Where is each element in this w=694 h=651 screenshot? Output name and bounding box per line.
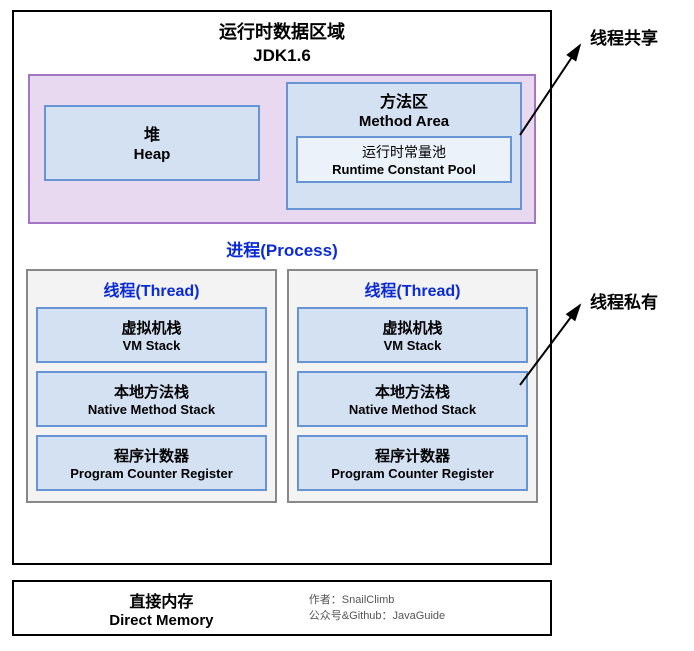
thread-title-1: 线程(Thread) (36, 277, 267, 301)
credit-line-1: 作者：SnailClimb (309, 592, 445, 609)
method-area-en: Method Area (288, 113, 520, 130)
threads-row: 线程(Thread) 虚拟机栈 VM Stack 本地方法栈 Native Me… (26, 269, 538, 503)
direct-memory-label: 直接内存 Direct Memory (14, 588, 309, 629)
heap-label-en: Heap (46, 146, 258, 163)
vm-stack-cn-1: 虚拟机栈 (40, 317, 263, 338)
pc-register-box-2: 程序计数器 Program Counter Register (297, 435, 528, 491)
vm-stack-box-1: 虚拟机栈 VM Stack (36, 307, 267, 363)
native-cn-1: 本地方法栈 (40, 381, 263, 402)
runtime-data-area-container: 运行时数据区域 JDK1.6 堆 Heap 方法区 Method Area 运行… (12, 10, 552, 565)
pool-cn: 运行时常量池 (300, 142, 508, 162)
main-title-cn: 运行时数据区域 (14, 18, 550, 44)
credit-line-2: 公众号&Github：JavaGuide (309, 608, 445, 625)
pc-register-box-1: 程序计数器 Program Counter Register (36, 435, 267, 491)
main-title-en: JDK1.6 (14, 46, 550, 66)
method-area-box: 方法区 Method Area 运行时常量池 Runtime Constant … (286, 82, 522, 210)
annotation-shared: 线程共享 (590, 24, 658, 49)
direct-memory-en: Direct Memory (14, 612, 309, 629)
method-area-cn: 方法区 (288, 88, 520, 112)
pc-cn-2: 程序计数器 (301, 445, 524, 466)
vm-stack-en-1: VM Stack (40, 338, 263, 353)
pc-en-2: Program Counter Register (301, 466, 524, 481)
credit-block: 作者：SnailClimb 公众号&Github：JavaGuide (309, 592, 445, 625)
pc-en-1: Program Counter Register (40, 466, 263, 481)
native-cn-2: 本地方法栈 (301, 381, 524, 402)
arrow-shared (520, 40, 600, 140)
thread-shared-area: 堆 Heap 方法区 Method Area 运行时常量池 Runtime Co… (28, 74, 536, 224)
runtime-constant-pool-box: 运行时常量池 Runtime Constant Pool (296, 136, 512, 183)
direct-memory-cn: 直接内存 (14, 588, 309, 612)
pc-cn-1: 程序计数器 (40, 445, 263, 466)
heap-label-cn: 堆 (46, 121, 258, 145)
native-en-1: Native Method Stack (40, 402, 263, 417)
process-label: 进程(Process) (14, 236, 550, 261)
native-stack-box-1: 本地方法栈 Native Method Stack (36, 371, 267, 427)
heap-box: 堆 Heap (44, 105, 260, 181)
native-stack-box-2: 本地方法栈 Native Method Stack (297, 371, 528, 427)
thread-box-2: 线程(Thread) 虚拟机栈 VM Stack 本地方法栈 Native Me… (287, 269, 538, 503)
vm-stack-cn-2: 虚拟机栈 (301, 317, 524, 338)
pool-en: Runtime Constant Pool (300, 162, 508, 177)
arrow-private (520, 300, 600, 390)
annotation-private: 线程私有 (590, 288, 658, 313)
vm-stack-en-2: VM Stack (301, 338, 524, 353)
vm-stack-box-2: 虚拟机栈 VM Stack (297, 307, 528, 363)
native-en-2: Native Method Stack (301, 402, 524, 417)
thread-title-2: 线程(Thread) (297, 277, 528, 301)
direct-memory-box: 直接内存 Direct Memory 作者：SnailClimb 公众号&Git… (12, 580, 552, 636)
thread-box-1: 线程(Thread) 虚拟机栈 VM Stack 本地方法栈 Native Me… (26, 269, 277, 503)
